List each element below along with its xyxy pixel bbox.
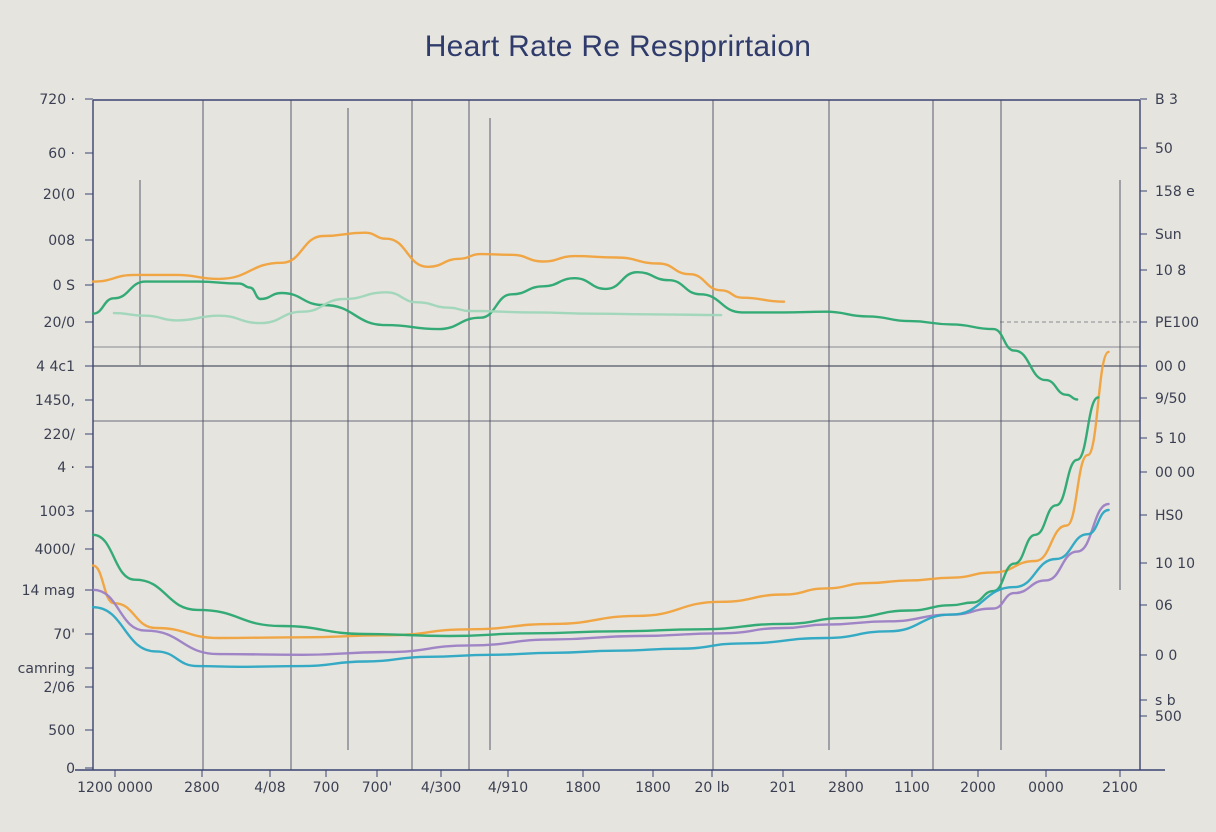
y-right-tick-label: 00 0 bbox=[1155, 359, 1186, 375]
x-tick-label: 2800 bbox=[828, 780, 864, 796]
series-line-1 bbox=[91, 231, 786, 303]
y-right-tick-label: 50 bbox=[1155, 141, 1173, 157]
series-line-2 bbox=[91, 270, 1079, 401]
x-tick-label: 700' bbox=[362, 780, 393, 796]
y-left-tick-label: 1003 bbox=[39, 504, 75, 520]
y-left-tick-label: 14 mag bbox=[22, 583, 75, 599]
x-tick-label: 20 lb bbox=[694, 780, 729, 796]
x-tick-label: 4/08 bbox=[254, 780, 285, 796]
y-right-tick-label: 10 10 bbox=[1155, 556, 1195, 572]
y-axis-right-ticks: B 3 50 158 e Sun 10 8 PE100 00 0 9/50 5 10 00 00 H… bbox=[1140, 92, 1199, 725]
x-tick-label: 4/910 bbox=[488, 780, 528, 796]
y-right-tick-label: 9/50 bbox=[1155, 391, 1186, 407]
y-left-tick-label: 720 · bbox=[39, 92, 75, 108]
y-left-tick-label: 4000/ bbox=[35, 542, 76, 558]
y-left-tick-label: 220/ bbox=[44, 427, 76, 443]
x-tick-label: 4/300 bbox=[421, 780, 461, 796]
y-left-tick-label: 60 · bbox=[48, 146, 75, 162]
y-left-tick-label: 20(0 bbox=[43, 187, 75, 203]
series-lines bbox=[91, 231, 1110, 669]
y-left-tick-label: 1450, bbox=[35, 393, 75, 409]
x-axis-ticks: 1200 0000 2800 4/08 700 700' 4/300 4/910 1800 18… bbox=[77, 770, 1138, 796]
y-left-tick-label: 500 bbox=[48, 723, 75, 739]
y-right-tick-label: 500 bbox=[1155, 709, 1182, 725]
plot-frame bbox=[75, 99, 1165, 771]
y-left-tick-label: camring bbox=[18, 661, 75, 677]
series-line-7 bbox=[91, 508, 1110, 669]
x-tick-label: 1800 bbox=[565, 780, 601, 796]
y-right-tick-label: s b bbox=[1155, 693, 1176, 709]
series-line-3 bbox=[112, 291, 723, 325]
series-line-4 bbox=[91, 350, 1110, 640]
y-left-tick-label: 4 4c1 bbox=[36, 359, 75, 375]
x-tick-label: 0000 bbox=[1028, 780, 1064, 796]
y-left-tick-label: 20/0 bbox=[44, 315, 75, 331]
y-right-tick-label: 00 00 bbox=[1155, 465, 1195, 481]
x-tick-label: 700 bbox=[313, 780, 340, 796]
y-left-tick-label: 008 bbox=[48, 233, 75, 249]
y-left-tick-label: 0 bbox=[66, 761, 75, 777]
x-tick-label: 2800 bbox=[184, 780, 220, 796]
series-line-5 bbox=[91, 396, 1100, 638]
y-left-tick-label: 4 · bbox=[57, 460, 75, 476]
x-tick-label: 201 bbox=[770, 780, 797, 796]
grid-lines bbox=[93, 100, 1140, 770]
x-tick-label: 2000 bbox=[960, 780, 996, 796]
x-tick-label: 1100 bbox=[894, 780, 930, 796]
y-left-tick-label: 2/06 bbox=[44, 680, 76, 696]
y-right-tick-label: 0 0 bbox=[1155, 648, 1177, 664]
y-right-tick-label: 158 e bbox=[1155, 184, 1195, 200]
y-left-tick-label: 0 S bbox=[53, 278, 75, 294]
y-axis-left-ticks: 720 · 60 · 20(0 008 0 S 20/0 4 4c1 1450, 220/4 ·… bbox=[18, 92, 93, 777]
y-left-tick-label: 70' bbox=[53, 627, 75, 643]
y-right-tick-label: 5 10 bbox=[1155, 431, 1186, 447]
x-tick-label: 1200 0000 bbox=[77, 780, 153, 796]
y-right-tick-label: 06 bbox=[1155, 598, 1173, 614]
y-right-tick-label: HS0 bbox=[1155, 508, 1183, 524]
y-right-tick-label: PE100 bbox=[1155, 315, 1199, 331]
y-right-tick-label: Sun bbox=[1155, 227, 1182, 243]
y-right-tick-label: 10 8 bbox=[1155, 263, 1186, 279]
chart-title: Heart Rate Re Respprirtaion bbox=[424, 30, 812, 63]
y-right-tick-label: B 3 bbox=[1155, 92, 1178, 108]
series-line-6 bbox=[91, 502, 1110, 657]
x-tick-label: 2100 bbox=[1102, 780, 1138, 796]
x-tick-label: 1800 bbox=[635, 780, 671, 796]
